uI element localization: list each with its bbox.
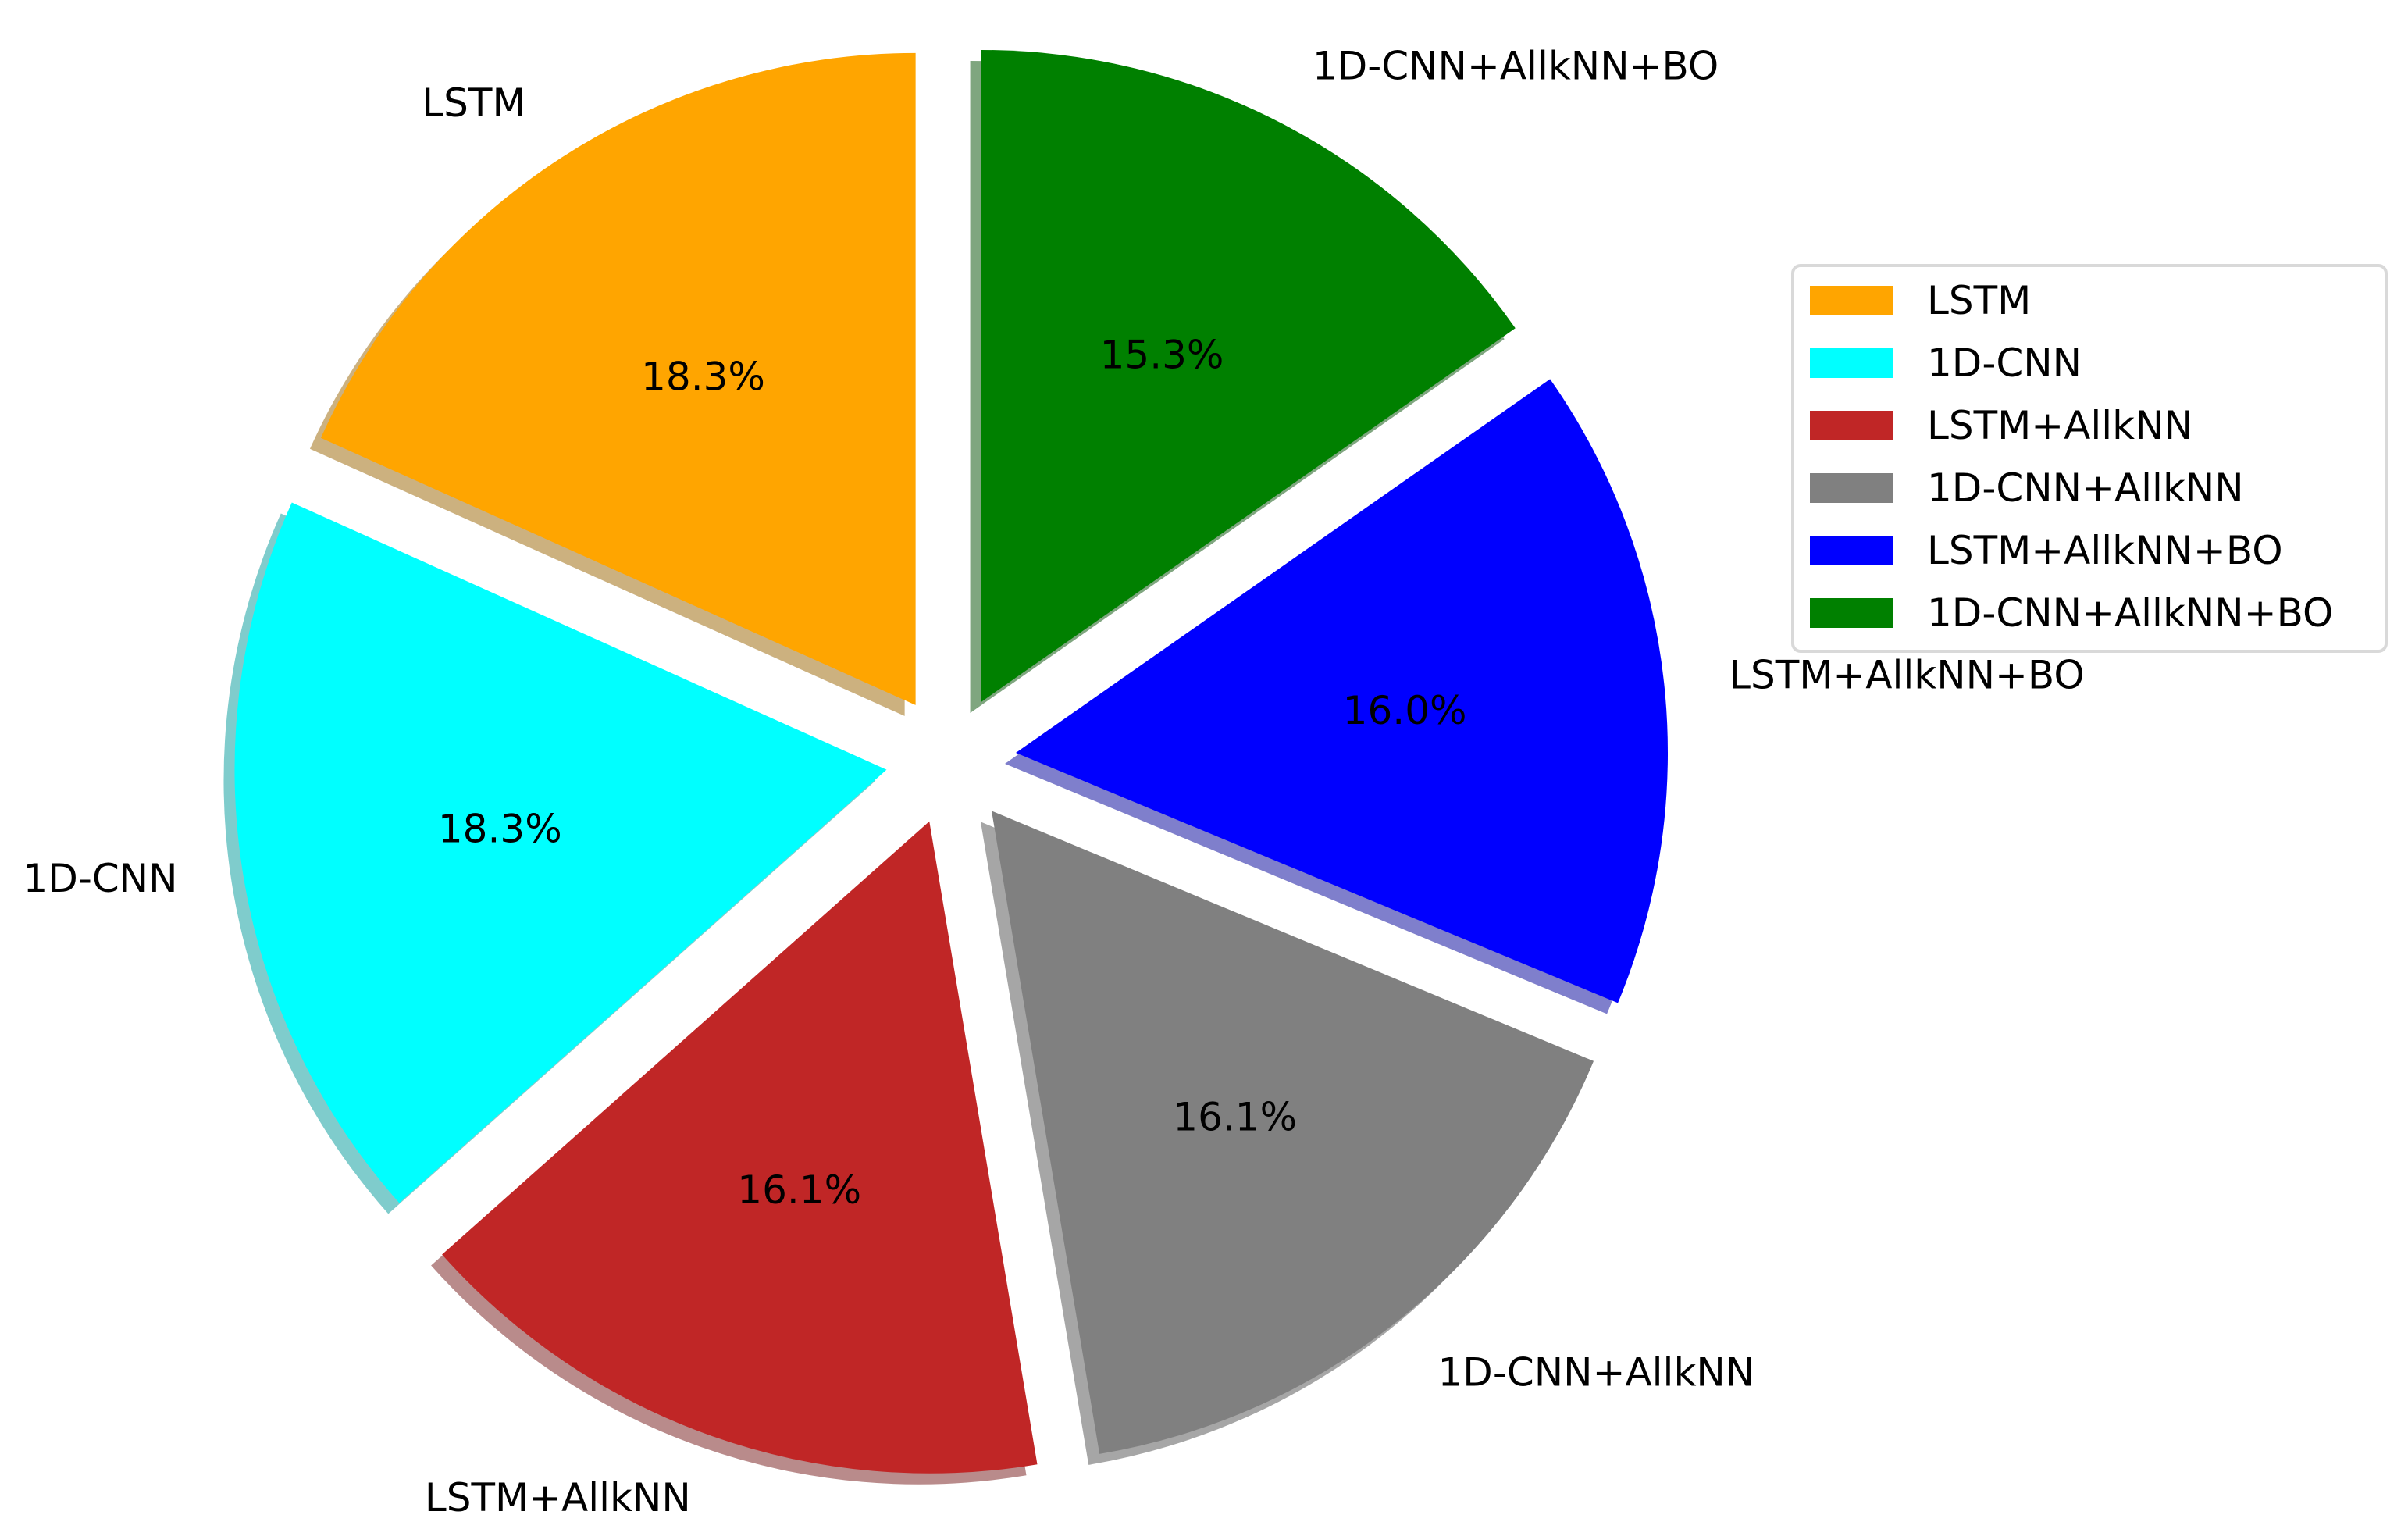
percentage-labels: 18.3% 18.3% 16.1% 16.1% 16.0% 15.3%	[438, 333, 1467, 1214]
slice-label-lstm: LSTM	[422, 80, 525, 126]
legend-label-1d-cnn-plus-allknn-plus-bo: 1D-CNN+AllkNN+BO	[1927, 590, 2333, 636]
pct-label-lstm: 18.3%	[641, 354, 765, 399]
slice-labels: LSTM 1D-CNN LSTM+AllkNN 1D-CNN+AllkNN LSTM+A…	[23, 43, 2085, 1520]
slice-label-1d-cnn-plus-allknn: 1D-CNN+AllkNN	[1438, 1349, 1755, 1395]
legend-label-1d-cnn-plus-allknn: 1D-CNN+AllkNN	[1927, 465, 2244, 511]
slice-lstm	[320, 52, 916, 705]
slice-label-1d-cnn: 1D-CNN	[23, 856, 178, 901]
legend-swatch-1d-cnn	[1810, 348, 1893, 378]
slice-1d-cnn	[234, 502, 887, 1203]
slice-label-lstm-plus-allknn-plus-bo: LSTM+AllkNN+BO	[1729, 653, 2085, 698]
legend-swatch-1d-cnn-plus-allknn	[1810, 473, 1893, 503]
legend-swatch-1d-cnn-plus-allknn-plus-bo	[1810, 598, 1893, 628]
pct-label-lstm-plus-allknn: 16.1%	[737, 1167, 861, 1213]
legend-label-lstm-plus-allknn: LSTM+AllkNN	[1927, 403, 2193, 448]
slice-label-1d-cnn-plus-allknn-plus-bo: 1D-CNN+AllkNN+BO	[1313, 43, 1719, 88]
legend-label-lstm: LSTM	[1927, 278, 2031, 323]
pct-label-lstm-plus-allknn-plus-bo: 16.0%	[1343, 688, 1467, 733]
slice-label-lstm-plus-allknn: LSTM+AllkNN	[425, 1475, 691, 1520]
legend: LSTM 1D-CNN LSTM+AllkNN 1D-CNN+AllkNN LSTM+A…	[1791, 264, 2388, 653]
pct-label-1d-cnn-plus-allknn: 16.1%	[1173, 1095, 1297, 1140]
legend-label-lstm-plus-allknn-plus-bo: LSTM+AllkNN+BO	[1927, 528, 2283, 573]
slice-1d-cnn-plus-allknn-plus-bo	[981, 49, 1516, 702]
legend-label-1d-cnn: 1D-CNN	[1927, 340, 2082, 386]
pie-slices	[234, 49, 1669, 1474]
slice-lstm-plus-allknn-plus-bo	[1016, 379, 1669, 1003]
legend-frame	[1791, 264, 2388, 653]
slice-1d-cnn-plus-allknn	[991, 811, 1594, 1454]
pct-label-1d-cnn-plus-allknn-plus-bo: 15.3%	[1100, 333, 1224, 378]
slice-lstm-plus-allknn	[442, 821, 1038, 1474]
legend-swatch-lstm	[1810, 286, 1893, 315]
pct-label-1d-cnn: 18.3%	[438, 807, 562, 852]
legend-swatch-lstm-plus-allknn	[1810, 411, 1893, 440]
legend-swatch-lstm-plus-allknn-plus-bo	[1810, 536, 1893, 565]
